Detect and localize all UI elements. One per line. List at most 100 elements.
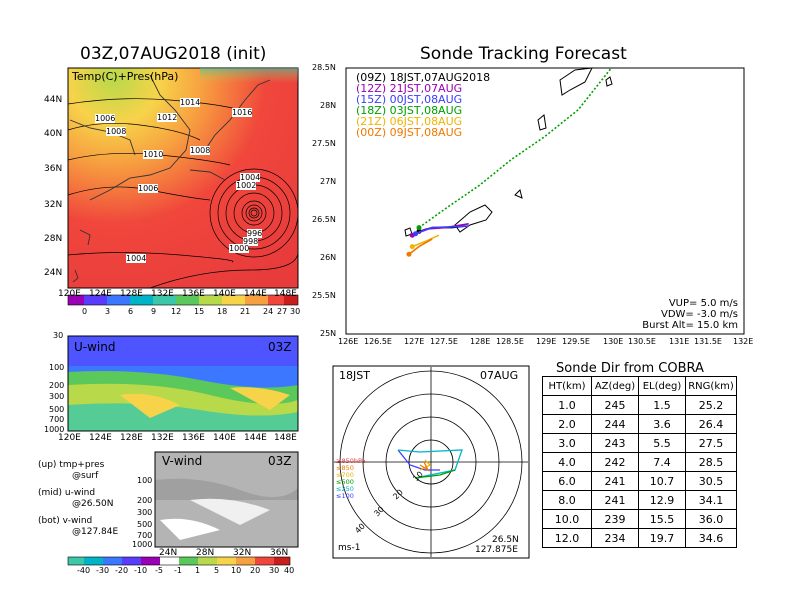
temp-colorbar [67,294,299,306]
pressure-tick: 30 [53,331,64,340]
cell: 34.1 [685,490,737,510]
map-title: 03Z,07AUG2018 (init) [80,44,267,64]
lat-label: 28N [196,548,215,558]
legend-time: 09JST,08AUG [389,126,463,139]
isobar-label: 1004 [240,173,261,182]
track-line-5 [408,238,433,255]
track-start-point [406,251,412,257]
table-row: 6.0 241 10.7 30.5 [542,471,737,491]
cell: 1.5 [638,395,686,415]
cell: 10.7 [638,471,686,491]
isobar-label: 1008 [190,146,211,155]
colorbar-tick: 18 [217,307,228,316]
lat-label: 28N [44,234,63,244]
track-start-point [413,231,419,237]
colorbar-tick: 20 [250,566,261,575]
cell: 234 [591,528,639,548]
note-mid-sub: @26.50N [72,499,114,509]
lon-tick: 127.5E [430,337,458,346]
vwind-label: V-wind [162,454,203,468]
cell: 27.5 [685,433,737,453]
param-vup: VUP= 5.0 m/s [668,298,738,309]
lon-tick: 128E [470,337,491,346]
level-label: ≤850 [336,464,354,472]
legend-time: 03JST,08AUG [389,104,463,117]
cell: 241 [591,490,639,510]
legend-code: (00Z) [356,126,387,139]
track-line-2 [415,225,469,235]
lon-tick: 127E [404,337,425,346]
legend-code: (18Z) [356,104,387,117]
cell: 12.9 [638,490,686,510]
table-header-row: HT(km) AZ(deg) EL(deg) RNG(km) [542,376,737,396]
level-label: ≤100 [336,492,354,500]
cell: 8.0 [542,490,592,510]
colorbar-tick: 40 [284,566,295,575]
pressure-tick: 300 [49,392,65,401]
cell: 26.4 [685,414,737,434]
legend-entry-15z: (15Z) 00JST,08AUG [356,94,490,105]
uwind-time: 03Z [268,340,292,354]
lat-label: 32N [233,548,252,558]
legend-code: (21Z) [356,115,387,128]
cell: 241 [591,471,639,491]
lat-tick: 26.5N [312,215,336,224]
lon-label: 136E [182,433,205,443]
note-up-sub: @surf [72,471,99,481]
vwind-section [154,451,299,548]
level-label: ≤700 [336,471,354,479]
legend-time: 18JST,07AUG2018 [389,71,491,84]
colorbar-tick: 6 [128,307,134,316]
note-mid: (mid) u-wind [38,488,96,498]
pressure-tick: 200 [137,496,153,505]
sonde-table-title: Sonde Dir from COBRA [556,361,704,376]
isobar-label: 1004 [126,254,147,263]
colorbar-tick: 27 [277,307,288,316]
colorbar-tick: 0 [82,307,88,316]
legend-time: 21JST,07AUG [389,82,463,95]
lon-tick: 129.5E [562,337,590,346]
lon-label: 128E [120,433,143,443]
hodo-level-legend: ≥850hPa ≤850 ≤700 ≤500 ≤250 ≤100 [336,458,366,500]
cell: 239 [591,509,639,529]
level-label: ≥850hPa [336,457,366,465]
table-row: 10.0 239 15.5 36.0 [542,509,737,529]
cell: 36.0 [685,509,737,529]
wind-colorbar [67,556,291,566]
legend-entry-09z: (09Z) 18JST,07AUG2018 [356,72,490,83]
pressure-tick: 500 [137,520,153,529]
colorbar-tick: -20 [115,566,129,575]
legend-code: (09Z) [356,71,387,84]
table-row: 4.0 242 7.4 28.5 [542,452,737,472]
uwind-label: U-wind [74,340,116,354]
isobar-label: 1014 [180,98,201,107]
lat-tick: 27N [320,177,337,186]
pressure-tick: 500 [49,405,65,414]
pressure-tick: 200 [49,381,65,390]
header-cell: EL(deg) [638,376,686,396]
legend-entry-12z: (12Z) 21JST,07AUG [356,83,490,94]
lat-label: 44N [44,95,63,105]
lon-tick: 126.5E [364,337,392,346]
lon-label: 140E [213,289,236,299]
cell: 25.2 [685,395,737,415]
lon-label: 124E [89,289,112,299]
hodo-lat: 26.5N [492,535,519,545]
colorbar-tick: 10 [231,566,242,575]
track-line-3 [418,67,612,229]
cell: 7.4 [638,452,686,472]
cell: 6.0 [542,471,592,491]
cell: 12.0 [542,528,592,548]
colorbar-tick: 9 [151,307,157,316]
lon-tick: 131.5E [694,337,722,346]
cell: 28.5 [685,452,737,472]
cell: 242 [591,452,639,472]
lon-label: 120E [58,433,81,443]
lat-label: 24N [44,268,63,278]
cell: 5.5 [638,433,686,453]
cell: 1.0 [542,395,592,415]
cell: 243 [591,433,639,453]
note-up: (up) tmp+pres [38,460,105,470]
lat-tick: 26N [320,253,337,262]
lon-label: 148E [274,433,297,443]
